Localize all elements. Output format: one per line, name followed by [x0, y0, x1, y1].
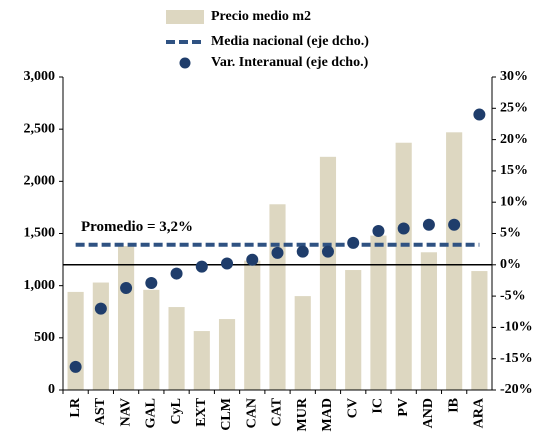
dot	[397, 222, 410, 235]
x-tick-label: CAN	[244, 398, 259, 428]
y2-tick-label: 0%	[500, 257, 521, 272]
legend-label: Var. Interanual (eje dcho.)	[211, 55, 369, 70]
y2-tick-label: 10%	[500, 194, 528, 209]
bar	[218, 319, 236, 390]
dot	[145, 276, 158, 289]
dot	[296, 245, 309, 258]
bar	[92, 282, 109, 390]
y2-tick-label: 30%	[500, 69, 528, 84]
y-tick-label: 3,000	[24, 69, 56, 84]
y2-tick-label: -5%	[500, 288, 526, 303]
bar	[244, 260, 261, 390]
dot	[448, 218, 461, 231]
y-tick-label: 0	[48, 382, 55, 397]
legend-label: Precio medio m2	[211, 9, 311, 24]
y2-tick-label: -10%	[500, 320, 533, 335]
y2-tick-label: 25%	[500, 101, 528, 116]
annotation: Promedio = 3,2%	[81, 219, 193, 235]
dot	[347, 236, 360, 249]
bar	[370, 235, 387, 390]
y2-tick-label: -20%	[500, 382, 533, 397]
dot	[221, 257, 234, 270]
dot	[473, 108, 486, 121]
legend-swatch	[166, 10, 204, 24]
x-tick-label: PV	[396, 398, 411, 417]
dot	[94, 302, 107, 315]
dot	[69, 360, 82, 373]
x-tick-label: CV	[345, 398, 360, 418]
y2-tick-label: 15%	[500, 163, 528, 178]
bar	[471, 271, 488, 390]
dot	[321, 245, 334, 258]
legend-swatch	[179, 57, 191, 69]
x-tick-label: GAL	[144, 398, 159, 428]
bar	[446, 132, 463, 390]
bar	[67, 291, 84, 390]
bar	[269, 204, 286, 390]
y-tick-label: 1,000	[24, 278, 56, 293]
y2-tick-label: -15%	[500, 351, 533, 366]
bar	[168, 307, 185, 390]
y-tick-label: 2,000	[24, 174, 56, 189]
y-tick-label: 1,500	[24, 226, 56, 241]
y2-tick-label: 5%	[500, 226, 521, 241]
x-tick-label: IC	[371, 398, 386, 414]
dot	[246, 253, 259, 266]
dot	[120, 281, 133, 294]
bar	[420, 252, 437, 390]
x-tick-label: AST	[93, 397, 108, 425]
x-tick-label: EXT	[194, 397, 209, 426]
bar	[193, 331, 210, 390]
bar	[319, 156, 337, 390]
x-tick-label: LR	[68, 397, 83, 417]
y-tick-label: 500	[34, 330, 55, 345]
x-tick-label: CAT	[270, 397, 285, 426]
x-tick-label: IB	[446, 398, 461, 413]
dot	[195, 260, 208, 273]
x-tick-label: CLM	[219, 398, 234, 431]
y2-tick-label: 20%	[500, 132, 528, 147]
dot	[271, 246, 284, 259]
x-tick-label: NAV	[118, 398, 133, 427]
bar	[395, 142, 412, 390]
x-tick-label: ARA	[472, 397, 487, 428]
bar	[143, 289, 160, 390]
bar	[345, 270, 362, 390]
bar	[118, 246, 135, 390]
dot	[422, 218, 435, 231]
dot	[170, 267, 183, 280]
bar	[294, 296, 311, 390]
y-tick-label: 2,500	[24, 121, 56, 136]
x-tick-label: MAD	[320, 398, 335, 431]
dot	[372, 224, 385, 237]
x-tick-label: CyL	[169, 398, 184, 424]
legend-label: Media nacional (eje dcho.)	[211, 34, 369, 49]
x-tick-label: MUR	[295, 397, 310, 431]
x-tick-label: AND	[421, 398, 436, 428]
